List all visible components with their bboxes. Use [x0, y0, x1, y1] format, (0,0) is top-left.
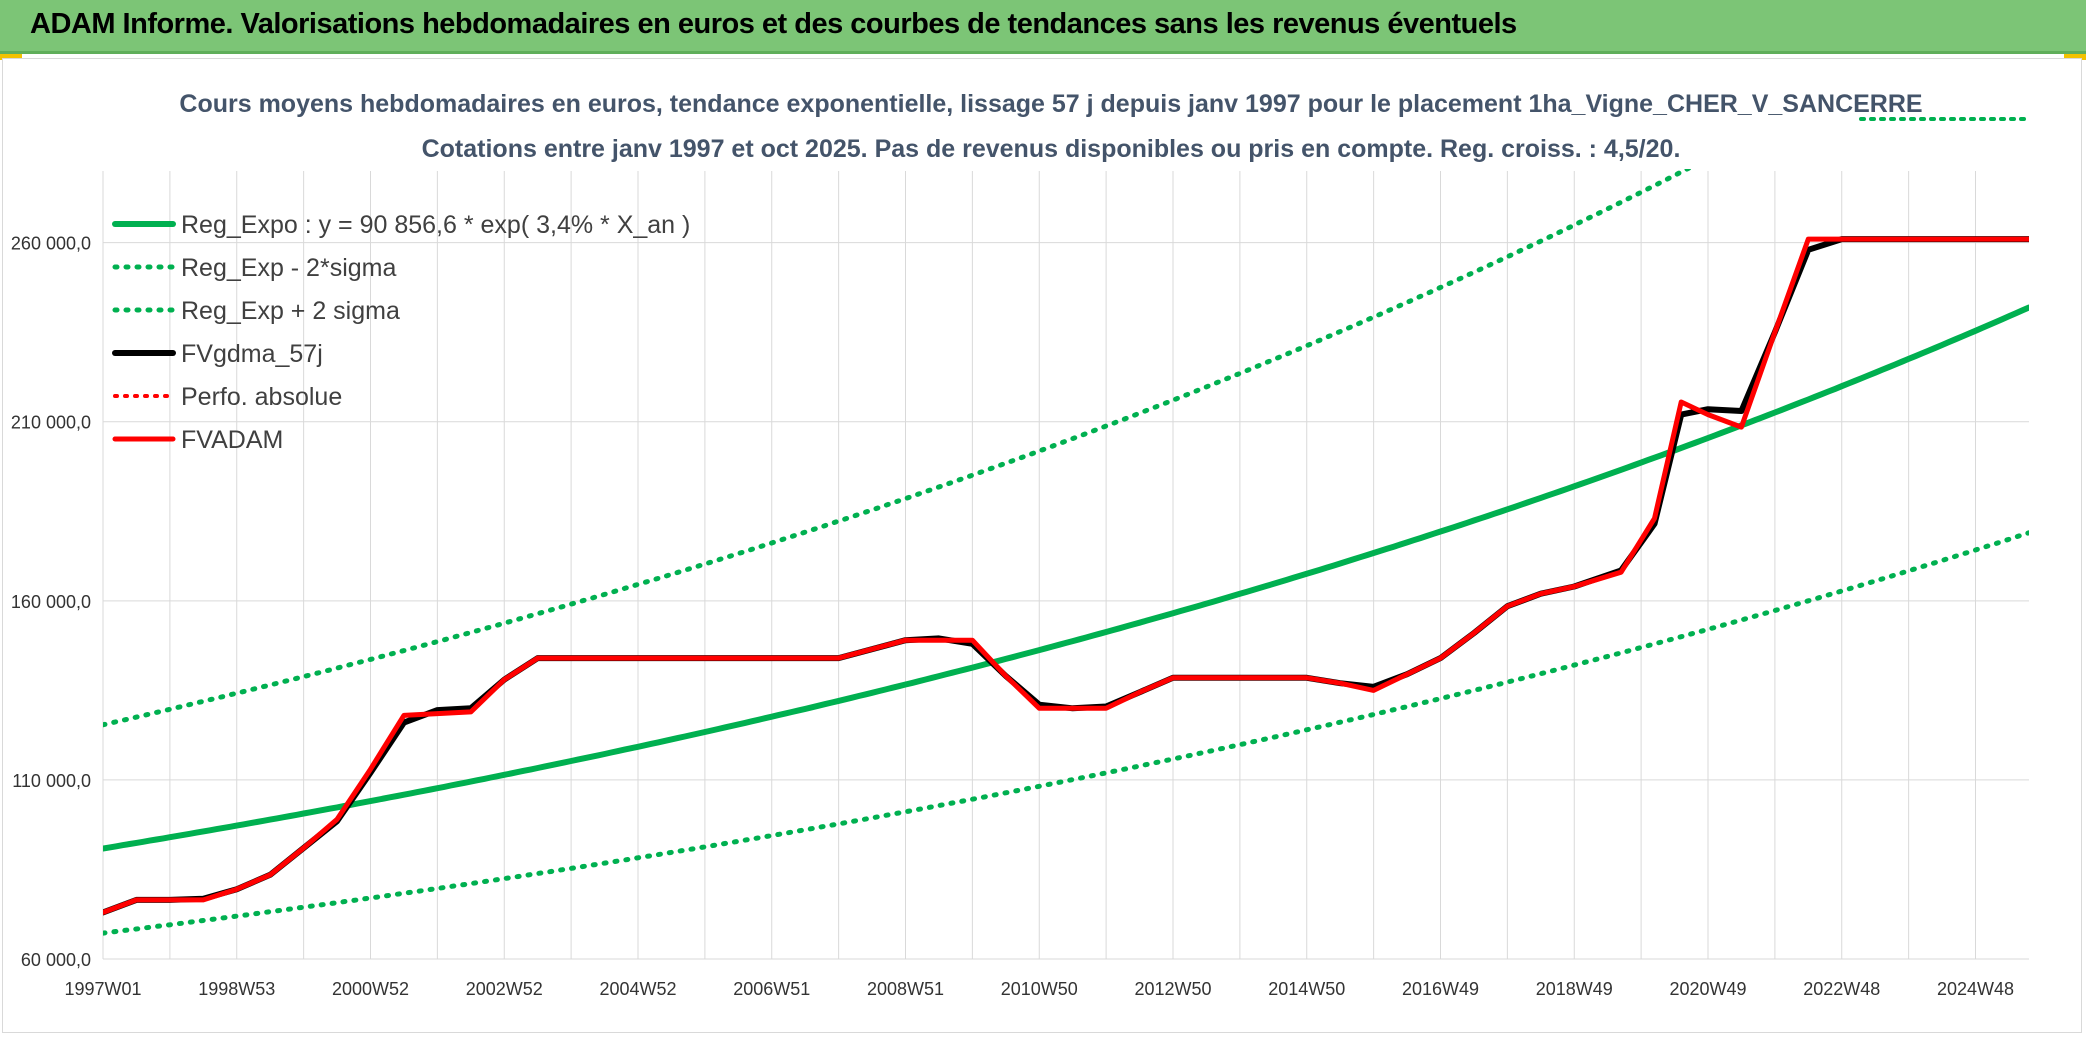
- legend-label-perfo: Perfo. absolue: [181, 383, 342, 411]
- x-tick-label: 1998W53: [198, 979, 275, 999]
- legend-label-fvgdma: FVgdma_57j: [181, 340, 323, 368]
- header-banner: ADAM Informe. Valorisations hebdomadaire…: [0, 0, 2086, 54]
- x-tick-label: 2004W52: [599, 979, 676, 999]
- chart-title-line1: Cours moyens hebdomadaires en euros, ten…: [179, 90, 1922, 118]
- x-tick-label: 2012W50: [1134, 979, 1211, 999]
- page-title: ADAM Informe. Valorisations hebdomadaire…: [30, 8, 1517, 40]
- series-line-reg_expo: [103, 304, 2029, 852]
- x-tick-label: 2016W49: [1402, 979, 1479, 999]
- x-tick-label: 2014W50: [1268, 979, 1345, 999]
- series-line-fvgdma: [103, 236, 2029, 916]
- x-tick-label: 2010W50: [1001, 979, 1078, 999]
- x-tick-label: 2022W48: [1803, 979, 1880, 999]
- series-line-fvadam: [103, 236, 2029, 915]
- legend-label-reg_plus: Reg_Exp + 2 sigma: [181, 297, 400, 325]
- legend-label-reg_expo: Reg_Expo : y = 90 856,6 * exp( 3,4% * X_…: [181, 211, 690, 239]
- y-tick-label: 210 000,0: [11, 413, 91, 433]
- legend-label-fvadam: FVADAM: [181, 426, 283, 454]
- x-tick-label: 2024W48: [1937, 979, 2014, 999]
- chart-area: 60 000,0 110 000,0 160 000,0 210 000,0 260 0…: [2, 58, 2082, 1033]
- y-tick-label: 60 000,0: [21, 950, 91, 970]
- x-tick-label: 2000W52: [332, 979, 409, 999]
- y-tick-label: 160 000,0: [11, 592, 91, 612]
- corner-marker-right: [2064, 54, 2086, 60]
- x-tick-label: 2020W49: [1669, 979, 1746, 999]
- x-tick-label: 1997W01: [64, 979, 141, 999]
- y-tick-label: 260 000,0: [11, 234, 91, 254]
- x-tick-label: 2002W52: [466, 979, 543, 999]
- legend-label-reg_minus: Reg_Exp - 2*sigma: [181, 254, 396, 282]
- x-tick-label: 2006W51: [733, 979, 810, 999]
- line-chart: 60 000,0 110 000,0 160 000,0 210 000,0 260 0…: [11, 90, 2033, 999]
- x-tick-label: 2018W49: [1536, 979, 1613, 999]
- chart-title-line2: Cotations entre janv 1997 et oct 2025. P…: [422, 135, 1681, 163]
- x-tick-label: 2008W51: [867, 979, 944, 999]
- y-tick-label: 110 000,0: [12, 771, 91, 791]
- corner-marker-left: [0, 54, 22, 60]
- series-line-reg_plus: [103, 169, 1693, 728]
